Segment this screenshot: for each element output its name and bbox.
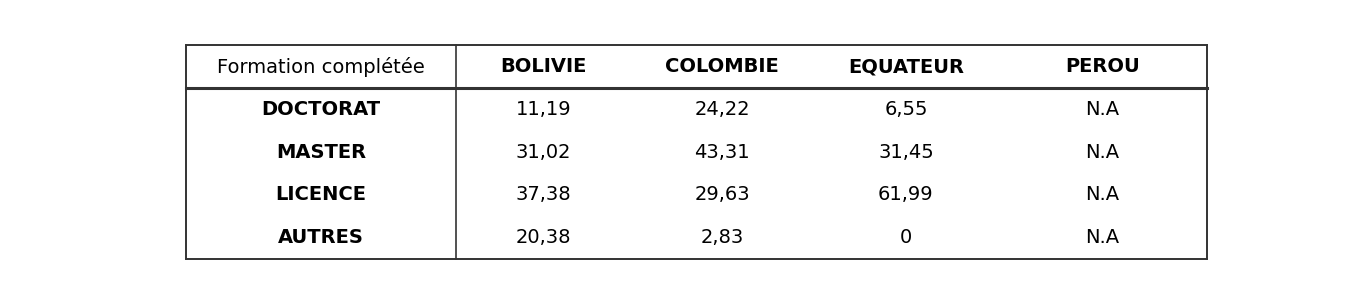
Text: N.A: N.A: [1086, 143, 1120, 162]
Text: 24,22: 24,22: [694, 100, 750, 119]
Text: 31,02: 31,02: [515, 143, 571, 162]
Text: DOCTORAT: DOCTORAT: [261, 100, 381, 119]
Text: 37,38: 37,38: [515, 185, 571, 205]
Text: LICENCE: LICENCE: [276, 185, 367, 205]
Text: 31,45: 31,45: [878, 143, 934, 162]
Text: EQUATEUR: EQUATEUR: [848, 57, 964, 76]
Text: Formation complétée: Formation complétée: [217, 57, 425, 77]
Text: 11,19: 11,19: [515, 100, 571, 119]
Text: COLOMBIE: COLOMBIE: [665, 57, 779, 76]
Text: 6,55: 6,55: [885, 100, 928, 119]
Text: 20,38: 20,38: [515, 228, 571, 247]
Text: N.A: N.A: [1086, 228, 1120, 247]
Text: 43,31: 43,31: [694, 143, 750, 162]
Text: 29,63: 29,63: [694, 185, 750, 205]
Text: AUTRES: AUTRES: [279, 228, 364, 247]
Text: 2,83: 2,83: [700, 228, 743, 247]
Text: 0: 0: [900, 228, 912, 247]
Text: N.A: N.A: [1086, 100, 1120, 119]
Text: N.A: N.A: [1086, 185, 1120, 205]
Text: 61,99: 61,99: [878, 185, 934, 205]
Text: BOLIVIE: BOLIVIE: [500, 57, 587, 76]
Text: PEROU: PEROU: [1065, 57, 1140, 76]
Text: MASTER: MASTER: [276, 143, 366, 162]
